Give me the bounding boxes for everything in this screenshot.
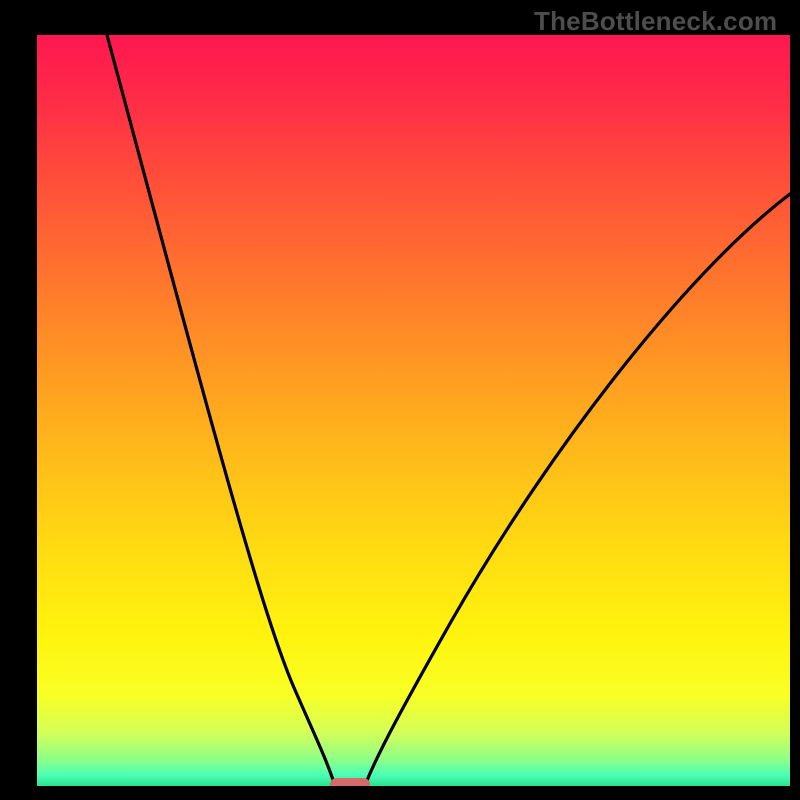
watermark-text: TheBottleneck.com	[534, 6, 777, 37]
bottleneck-curve	[0, 0, 800, 800]
chart-canvas: TheBottleneck.com	[0, 0, 800, 800]
frame-bottom	[0, 786, 800, 800]
frame-left	[0, 0, 37, 800]
frame-right	[790, 0, 800, 800]
curve-left-branch	[107, 35, 334, 783]
curve-right-branch	[366, 194, 790, 783]
